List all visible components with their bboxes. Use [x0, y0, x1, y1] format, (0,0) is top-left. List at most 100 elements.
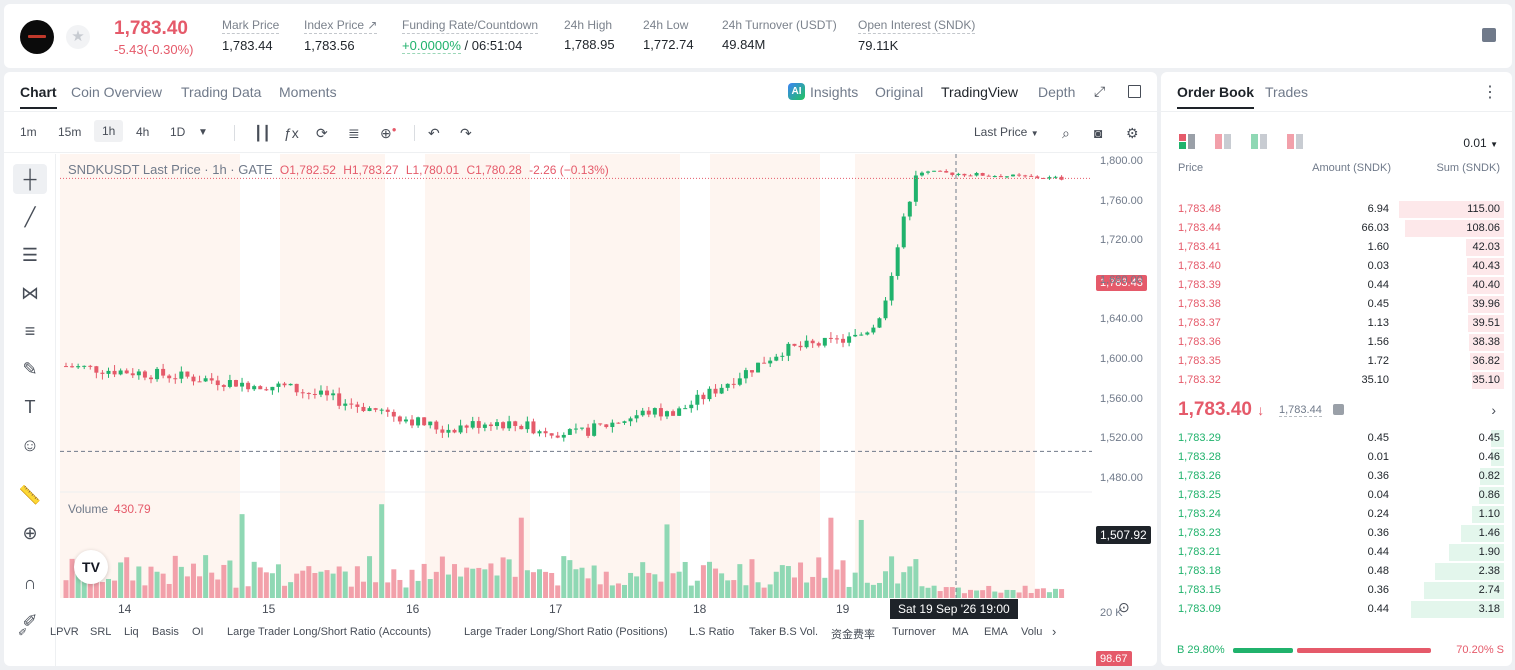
pencil-icon[interactable]: ✐ — [22, 611, 38, 631]
ask-row[interactable]: 1,783.38 0.45 39.96 — [1161, 295, 1512, 314]
timeframe-1d[interactable]: 1D — [170, 125, 186, 139]
precision-select[interactable]: 0.01 ▼ — [1463, 136, 1498, 150]
bid-row[interactable]: 1,783.25 0.04 0.86 — [1161, 486, 1512, 505]
view-bids-icon[interactable] — [1251, 134, 1268, 149]
timeframe-1m[interactable]: 1m — [20, 125, 37, 139]
bid-row[interactable]: 1,783.15 0.36 2.74 — [1161, 581, 1512, 600]
undo-icon[interactable]: ↶ — [428, 125, 440, 141]
row-price: 1,783.48 — [1178, 203, 1221, 215]
candle-down — [209, 378, 214, 381]
ask-row[interactable]: 1,783.44 66.03 108.06 — [1161, 219, 1512, 238]
bid-row[interactable]: 1,783.29 0.45 0.45 — [1161, 429, 1512, 448]
gear-icon[interactable]: ⚙ — [1126, 125, 1139, 141]
view-both-icon[interactable] — [1179, 134, 1196, 149]
bid-row[interactable]: 1,783.26 0.36 0.82 — [1161, 467, 1512, 486]
tab-trading-data[interactable]: Trading Data — [181, 84, 262, 100]
search-icon[interactable]: ⌕ — [1062, 125, 1070, 141]
indicator-liq[interactable]: Liq — [124, 626, 139, 638]
ask-row[interactable]: 1,783.37 1.13 39.51 — [1161, 314, 1512, 333]
view-asks-icon[interactable] — [1215, 134, 1232, 149]
price-change: -5.43(-0.30%) — [114, 42, 194, 57]
indicator-turnover[interactable]: Turnover — [892, 626, 936, 638]
indicator-oi[interactable]: OI — [192, 626, 204, 638]
window-icon[interactable] — [1128, 85, 1141, 98]
indicator-volume[interactable]: Volu — [1021, 626, 1043, 638]
candle-type-icon[interactable]: ┃┃ — [254, 125, 271, 141]
zoom-in-icon[interactable]: ⊕ — [22, 523, 38, 543]
ruler-icon[interactable]: 📏 — [18, 485, 42, 505]
emoji-icon[interactable]: ☺ — [20, 435, 40, 455]
tradingview-logo[interactable]: TV — [74, 550, 108, 584]
price-axis[interactable]: 1,783.43 1,507.92 20 K 98.67 1,800.00 1,7… — [1092, 154, 1157, 666]
pattern-tool-icon[interactable]: ⋈ — [21, 283, 39, 303]
volume-bar — [591, 565, 597, 598]
fib-tool-icon[interactable]: ≡ — [24, 321, 36, 341]
indicator-lpvr[interactable]: LPVR — [50, 626, 79, 638]
timeframe-4h[interactable]: 4h — [136, 125, 150, 139]
bid-row[interactable]: 1,783.28 0.01 0.46 — [1161, 448, 1512, 467]
chevron-right-icon[interactable]: › — [1491, 402, 1496, 418]
camera-icon[interactable]: ◙ — [1094, 125, 1103, 141]
ask-row[interactable]: 1,783.39 0.44 40.40 — [1161, 276, 1512, 295]
indicator-taker-vol[interactable]: Taker B.S Vol. — [749, 626, 819, 638]
indicator-funding-rate[interactable]: 资金费率 — [831, 629, 875, 641]
ask-row[interactable]: 1,783.48 6.94 115.00 — [1161, 200, 1512, 219]
chevron-down-icon[interactable]: ▼ — [198, 127, 208, 138]
indicator-ls-ratio[interactable]: L.S Ratio — [689, 626, 735, 638]
tab-trades[interactable]: Trades — [1265, 84, 1309, 100]
indicator-ema[interactable]: EMA — [984, 626, 1008, 638]
tab-chart[interactable]: Chart — [20, 84, 57, 109]
add-indicator-icon[interactable]: ⊕● — [380, 125, 397, 141]
bid-row[interactable]: 1,783.18 0.48 2.38 — [1161, 562, 1512, 581]
view-insights[interactable]: Insights — [810, 84, 859, 100]
trend-line-icon[interactable]: ╱ — [24, 207, 36, 227]
stat-index-price[interactable]: Index Price ↗ 1,783.56 — [304, 18, 378, 53]
bid-row[interactable]: 1,783.24 0.24 1.10 — [1161, 505, 1512, 524]
favorite-star-icon[interactable]: ★ — [66, 25, 90, 49]
layout-icon[interactable]: ≣ — [348, 125, 360, 141]
indicator-ma[interactable]: MA — [952, 626, 969, 638]
compare-icon[interactable]: ⟳ — [316, 125, 328, 141]
tab-order-book[interactable]: Order Book — [1177, 84, 1255, 109]
indicator-ls-accounts[interactable]: Large Trader Long/Short Ratio (Accounts) — [227, 626, 432, 638]
volume-bar — [294, 573, 300, 598]
bid-row[interactable]: 1,783.23 0.36 1.46 — [1161, 524, 1512, 543]
brush-icon[interactable]: ✎ — [22, 359, 38, 379]
text-tool-icon[interactable]: T — [24, 397, 36, 417]
ask-row[interactable]: 1,783.35 1.72 36.82 — [1161, 352, 1512, 371]
book-icon[interactable] — [1482, 28, 1496, 42]
ask-row[interactable]: 1,783.32 35.10 35.10 — [1161, 371, 1512, 390]
price-chart[interactable] — [60, 154, 1092, 598]
settings-circle-icon[interactable]: ⊙ — [1118, 599, 1130, 615]
view-tradingview[interactable]: TradingView — [941, 84, 1019, 100]
indicator-icon[interactable]: ƒx — [284, 125, 299, 141]
view-compact-icon[interactable] — [1287, 134, 1304, 149]
ask-row[interactable]: 1,783.36 1.56 38.38 — [1161, 333, 1512, 352]
view-original[interactable]: Original — [875, 84, 924, 100]
tab-coin-overview[interactable]: Coin Overview — [71, 84, 163, 100]
date-axis[interactable]: 14 15 16 17 18 19 — [60, 599, 1092, 619]
chevron-right-icon[interactable]: › — [1052, 624, 1057, 639]
magnet-icon[interactable]: ∩ — [23, 573, 37, 593]
ask-row[interactable]: 1,783.41 1.60 42.03 — [1161, 238, 1512, 257]
timeframe-1h[interactable]: 1h — [94, 120, 124, 142]
indicator-ls-positions[interactable]: Large Trader Long/Short Ratio (Positions… — [464, 626, 668, 638]
view-depth[interactable]: Depth — [1038, 84, 1076, 100]
crosshair-tool-icon[interactable]: ┼ — [13, 164, 47, 194]
indicator-basis[interactable]: Basis — [152, 626, 179, 638]
candle-up — [573, 428, 578, 430]
candle-up — [561, 434, 566, 438]
volume-bar — [282, 585, 288, 598]
bid-row[interactable]: 1,783.09 0.44 3.18 — [1161, 600, 1512, 619]
volume-bar — [913, 559, 919, 598]
horizontal-lines-icon[interactable]: ☰ — [21, 245, 39, 265]
expand-icon[interactable]: ⤢ — [1094, 83, 1106, 99]
price-type-select[interactable]: Last Price ▼ — [974, 125, 1039, 139]
bid-row[interactable]: 1,783.21 0.44 1.90 — [1161, 543, 1512, 562]
timeframe-15m[interactable]: 15m — [58, 125, 82, 139]
indicator-srl[interactable]: SRL — [90, 626, 112, 638]
tab-moments[interactable]: Moments — [279, 84, 337, 100]
ask-row[interactable]: 1,783.40 0.03 40.43 — [1161, 257, 1512, 276]
redo-icon[interactable]: ↷ — [460, 125, 472, 141]
more-icon[interactable]: ⋮ — [1482, 84, 1498, 101]
